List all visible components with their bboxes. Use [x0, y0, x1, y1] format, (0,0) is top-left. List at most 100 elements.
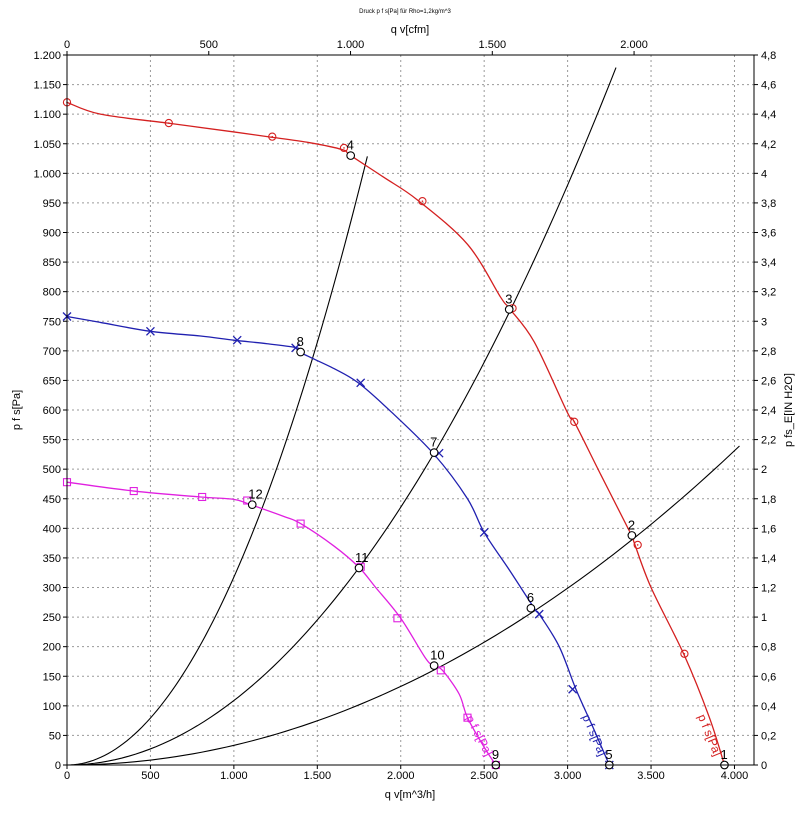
system-curve — [66, 445, 740, 766]
circle-marker — [633, 540, 642, 550]
x-tick-label: 4.000 — [721, 770, 749, 782]
top-tick-label: 0 — [64, 39, 70, 51]
y-left-tick-label: 200 — [43, 642, 61, 654]
top-axis-title: q v[cfm] — [391, 24, 430, 36]
operating-point-marker — [627, 531, 637, 540]
y-right-tick-label: 3,2 — [761, 287, 776, 299]
circle-marker-dot — [271, 135, 274, 138]
chart-title: Druck p f s[Pa] für Rho=1,2kg/m^3 — [359, 9, 451, 15]
y-left-axis-title: p f s[Pa] — [11, 390, 23, 430]
y-left-tick-label: 1.000 — [33, 168, 61, 180]
y-left-tick-label: 1.100 — [33, 109, 61, 121]
x-tick-label: 500 — [141, 770, 159, 782]
operating-point-label: 6 — [527, 590, 534, 605]
square-marker — [198, 492, 207, 502]
y-left-tick-label: 100 — [43, 701, 61, 713]
y-right-tick-label: 2,8 — [761, 346, 776, 358]
y-left-tick-label: 950 — [43, 198, 61, 210]
series-line — [66, 101, 726, 766]
y-right-tick-label: 2,2 — [761, 435, 776, 447]
y-left-tick-label: 800 — [43, 287, 61, 299]
top-tick-label: 2.000 — [620, 39, 648, 51]
x-marker — [479, 528, 489, 537]
y-right-tick-label: 0,4 — [761, 701, 776, 713]
y-left-tick-label: 750 — [43, 316, 61, 328]
operating-point-marker — [504, 305, 514, 314]
x-tick-label: 3.000 — [554, 770, 582, 782]
y-right-tick-label: 4,2 — [761, 139, 776, 151]
x-marker — [568, 684, 578, 694]
square-marker — [463, 713, 472, 722]
y-left-tick-label: 250 — [43, 612, 61, 624]
circle-marker-dot — [421, 200, 424, 202]
y-left-tick-label: 550 — [43, 435, 61, 447]
y-left-tick-label: 650 — [43, 375, 61, 387]
operating-point-label: 1 — [720, 747, 727, 762]
y-right-tick-label: 2,4 — [761, 405, 776, 417]
circle-marker — [164, 118, 173, 128]
operating-point-label: 12 — [248, 487, 262, 502]
system-curve — [66, 156, 368, 766]
y-left-tick-label: 350 — [43, 553, 61, 565]
y-left-tick-label: 1.200 — [33, 50, 61, 62]
y-right-tick-label: 0,8 — [761, 642, 776, 654]
y-left-tick-label: 700 — [43, 346, 61, 358]
operating-point-marker — [354, 563, 364, 573]
operating-point-label: 2 — [628, 517, 635, 532]
circle-marker — [268, 132, 277, 141]
series-name-label: p f s[Pa] — [695, 712, 725, 758]
y-right-tick-label: 1,6 — [761, 523, 776, 535]
y-right-tick-label: 4 — [761, 168, 767, 180]
square-marker — [129, 487, 138, 496]
y-left-tick-label: 450 — [43, 494, 61, 506]
square-marker — [393, 614, 402, 623]
operating-point-label: 7 — [430, 435, 437, 450]
y-left-tick-label: 850 — [43, 257, 61, 269]
top-tick-label: 500 — [200, 39, 218, 51]
plot-frame — [66, 54, 755, 766]
x-marker — [534, 609, 544, 619]
x-tick-label: 2.500 — [470, 770, 498, 782]
square-marker — [243, 496, 252, 505]
x-axis-title: q v[m^3/h] — [385, 789, 435, 801]
series-line — [66, 315, 610, 766]
circle-marker-dot — [167, 122, 170, 124]
x-tick-label: 1.500 — [304, 770, 332, 782]
operating-point-marker — [296, 347, 305, 357]
circle-marker — [418, 196, 427, 206]
operating-point-label: 3 — [505, 291, 512, 306]
y-right-tick-label: 1,4 — [761, 553, 776, 565]
circle-marker-dot — [636, 544, 639, 546]
operating-point-marker — [247, 500, 257, 510]
y-right-tick-label: 3,4 — [761, 257, 776, 269]
y-right-axis-title: p fs_E[IN H2O] — [783, 373, 795, 447]
operating-point-label: 8 — [297, 334, 304, 349]
operating-point-label: 11 — [355, 550, 369, 565]
x-tick-label: 2.000 — [387, 770, 415, 782]
circle-marker-dot — [573, 421, 576, 423]
operating-point-marker — [526, 603, 536, 613]
y-right-tick-label: 2,6 — [761, 375, 776, 387]
tick-layer: 0 500 1.000 1.500 2.000 2.500 3.000 3.500 4.0000… — [33, 39, 776, 782]
y-left-tick-label: 900 — [43, 228, 61, 240]
y-left-tick-label: 1.150 — [33, 80, 61, 92]
operating-point-label: 4 — [347, 138, 354, 153]
x-tick-label: 1.000 — [220, 770, 248, 782]
system-curve — [66, 67, 617, 766]
operating-point-label: 9 — [492, 747, 499, 762]
y-right-tick-label: 0,2 — [761, 730, 776, 742]
circle-marker — [339, 143, 349, 153]
y-left-tick-label: 0 — [55, 760, 61, 772]
y-left-tick-label: 400 — [43, 523, 61, 535]
y-right-tick-label: 3 — [761, 316, 767, 328]
marker-layer — [62, 98, 729, 770]
y-left-tick-label: 50 — [49, 730, 61, 742]
operating-point-marker — [429, 448, 439, 457]
circle-marker-dot — [683, 652, 686, 655]
y-right-tick-label: 3,6 — [761, 228, 776, 240]
x-marker — [232, 335, 242, 345]
x-tick-label: 3.500 — [637, 770, 665, 782]
